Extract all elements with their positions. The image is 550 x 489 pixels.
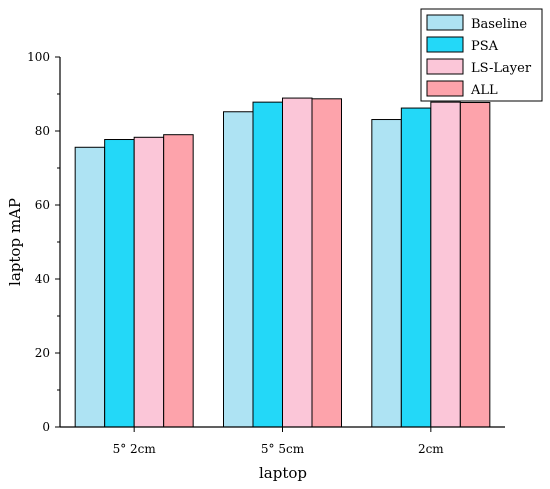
- y-tick-label: 60: [35, 198, 50, 212]
- bar-baseline-1: [74, 146, 106, 428]
- bar-psa-1: [104, 139, 135, 428]
- bar-all-2: [311, 98, 342, 428]
- y-tick-label: 20: [35, 346, 50, 360]
- legend-label-baseline: Baseline: [471, 17, 527, 32]
- y-tick-label: 40: [35, 272, 50, 286]
- legend-label-ls-layer: LS-Layer: [471, 61, 532, 76]
- legend: Baseline PSA LS-Layer ALL: [420, 8, 543, 102]
- bar-baseline-2: [223, 111, 254, 428]
- bar-psa-3: [400, 107, 432, 428]
- legend-label-psa: PSA: [471, 39, 499, 54]
- y-tick-label: 100: [27, 50, 50, 64]
- legend-swatch-psa: [426, 36, 464, 53]
- bar-all-3: [459, 102, 491, 428]
- legend-swatch-baseline: [426, 14, 464, 31]
- bars-layer: [74, 97, 491, 428]
- bar-ls-layer-1: [133, 136, 165, 428]
- axes-layer: 5° 2cm 5° 5cm 2cm 0 20 40 60 80 100: [27, 50, 505, 456]
- legend-label-all: ALL: [470, 83, 498, 98]
- bar-baseline-3: [371, 119, 402, 428]
- bar-ls-layer-3: [430, 101, 461, 428]
- x-axis-title: laptop: [259, 464, 307, 482]
- bar-ls-layer-2: [282, 97, 313, 428]
- x-tick-label: 2cm: [418, 442, 444, 456]
- legend-swatch-all: [426, 80, 464, 97]
- y-axis-title: laptop mAP: [6, 198, 24, 286]
- bar-all-1: [163, 134, 194, 428]
- legend-swatch-ls-layer: [426, 58, 464, 75]
- y-tick-label: 0: [42, 420, 50, 434]
- x-tick-label: 5° 2cm: [113, 442, 157, 456]
- bar-psa-2: [252, 101, 283, 428]
- x-tick-label: 5° 5cm: [261, 442, 305, 456]
- y-tick-label: 80: [35, 124, 50, 138]
